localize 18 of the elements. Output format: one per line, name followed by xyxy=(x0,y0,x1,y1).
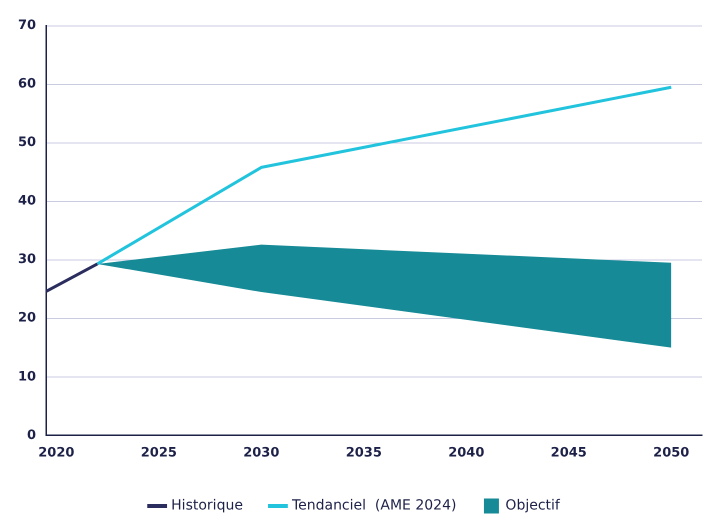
y-tick-label: 30 xyxy=(18,252,36,268)
y-tick-label: 0 xyxy=(27,428,36,443)
legend-label: Tendanciel (AME 2024) xyxy=(290,498,456,514)
y-tick-label: 10 xyxy=(18,369,36,384)
legend-label: Historique xyxy=(171,498,243,514)
x-tick-label: 2020 xyxy=(38,446,74,461)
y-tick-label: 60 xyxy=(18,76,36,92)
x-tick-label: 2040 xyxy=(448,446,484,461)
x-tick-label: 2045 xyxy=(550,446,587,461)
y-tick-label: 40 xyxy=(18,194,36,209)
y-tick-label: 70 xyxy=(18,18,36,34)
y-tick-label: 50 xyxy=(18,135,36,150)
x-tick-label: 2030 xyxy=(243,446,280,461)
legend-label: Objectif xyxy=(505,498,561,514)
x-tick-label: 2050 xyxy=(653,446,690,461)
x-tick-label: 2025 xyxy=(140,446,177,461)
y-tick-label: 20 xyxy=(18,310,36,326)
x-tick-label: 2035 xyxy=(346,446,382,461)
